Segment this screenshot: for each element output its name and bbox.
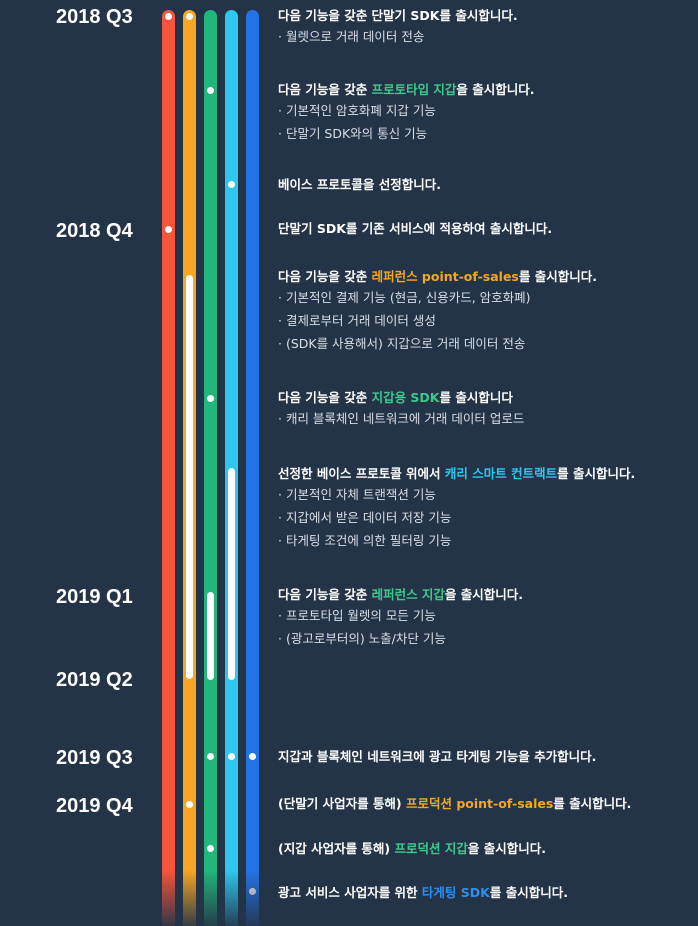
entry-title: (지갑 사업자를 통해) 프로덕션 지갑을 출시합니다. — [278, 841, 546, 856]
roadmap-entry: 다음 기능을 갖춘 지갑용 SDK를 출시합니다 · 캐리 블록체인 네트워크에… — [278, 389, 693, 430]
highlight-text: 프로토타입 지갑 — [371, 82, 457, 97]
entry-title: 지갑과 블록체인 네트워크에 광고 타게팅 기능을 추가합니다. — [278, 749, 597, 764]
entry-title: 단말기 SDK를 기존 서비스에 적용하여 출시합니다. — [278, 221, 553, 236]
quarter-label-2019-q1: 2019 Q1 — [56, 586, 133, 608]
milestone-dot — [186, 801, 193, 808]
roadmap-entry: 광고 서비스 사업자를 위한 타게팅 SDK를 출시합니다. — [278, 884, 693, 902]
milestone-dot — [165, 226, 172, 233]
milestone-dot — [207, 87, 214, 94]
entry-title: 광고 서비스 사업자를 위한 타게팅 SDK를 출시합니다. — [278, 885, 568, 900]
milestone-dot — [228, 753, 235, 760]
quarter-label-2019-q2: 2019 Q2 — [56, 669, 133, 691]
entry-title: 베이스 프로토콜을 선정합니다. — [278, 177, 441, 192]
highlight-text: 레퍼런스 지갑 — [371, 587, 445, 602]
progress-segment — [228, 468, 235, 680]
milestone-dot — [207, 845, 214, 852]
highlight-text: 타게팅 SDK — [421, 885, 490, 900]
entry-item: · 프로토타입 월렛의 모든 기능 — [278, 608, 436, 623]
entry-title: 선정한 베이스 프로토콜 위에서 캐리 스마트 컨트랙트를 출시합니다. — [278, 466, 636, 481]
entry-title: 다음 기능을 갖춘 레퍼런스 point-of-sales를 출시합니다. — [278, 269, 597, 284]
entry-item: · 지갑에서 받은 데이터 저장 기능 — [278, 510, 452, 525]
entry-title: 다음 기능을 갖춘 레퍼런스 지갑을 출시합니다. — [278, 587, 524, 602]
progress-segment — [186, 275, 193, 679]
entry-item: · (SDK를 사용해서) 지갑으로 거래 데이터 전송 — [278, 336, 526, 351]
milestone-dot — [207, 753, 214, 760]
entry-item: · 단말기 SDK와의 통신 기능 — [278, 126, 428, 141]
entry-title: (단말기 사업자를 통해) 프로덕션 point-of-sales를 출시합니다… — [278, 796, 632, 811]
roadmap-entry: 다음 기능을 갖춘 프로토타입 지갑을 출시합니다. · 기본적인 암호화폐 지… — [278, 81, 693, 145]
highlight-text: 레퍼런스 point-of-sales — [371, 269, 519, 284]
timeline-track-orange — [183, 10, 196, 926]
entry-item: · 기본적인 암호화폐 지갑 기능 — [278, 103, 436, 118]
entry-title: 다음 기능을 갖춘 지갑용 SDK를 출시합니다 — [278, 390, 513, 405]
entry-title: 다음 기능을 갖춘 단말기 SDK를 출시합니다. — [278, 8, 518, 23]
entry-title: 다음 기능을 갖춘 프로토타입 지갑을 출시합니다. — [278, 82, 535, 97]
quarter-label-2018-q4: 2018 Q4 — [56, 220, 133, 242]
timeline-track-green — [204, 10, 217, 926]
roadmap-entry: 지갑과 블록체인 네트워크에 광고 타게팅 기능을 추가합니다. — [278, 748, 693, 766]
roadmap-entry: (단말기 사업자를 통해) 프로덕션 point-of-sales를 출시합니다… — [278, 795, 693, 813]
timeline-track-blue — [246, 10, 259, 926]
quarter-label-2019-q4: 2019 Q4 — [56, 795, 133, 817]
entry-item: · 결제로부터 거래 데이터 생성 — [278, 313, 436, 328]
entry-item: · 기본적인 결제 기능 (현금, 신용카드, 암호화폐) — [278, 290, 531, 305]
highlight-text: 프로덕션 point-of-sales — [405, 796, 554, 811]
entry-item: · 기본적인 자체 트랜잭션 기능 — [278, 487, 436, 502]
entry-item: · 타게팅 조건에 의한 필터링 기능 — [278, 533, 452, 548]
roadmap-entry: 다음 기능을 갖춘 레퍼런스 point-of-sales를 출시합니다. · … — [278, 268, 693, 355]
timeline-track-red — [162, 10, 175, 926]
highlight-text: 프로덕션 지갑 — [394, 841, 468, 856]
milestone-dot — [249, 888, 256, 895]
entry-item: · 월렛으로 거래 데이터 전송 — [278, 29, 425, 44]
entry-item: · (광고로부터의) 노출/차단 기능 — [278, 631, 446, 646]
highlight-text: 지갑용 SDK — [371, 390, 440, 405]
roadmap-entry: 다음 기능을 갖춘 단말기 SDK를 출시합니다. · 월렛으로 거래 데이터 … — [278, 7, 693, 48]
highlight-text: 캐리 스마트 컨트랙트 — [444, 466, 558, 481]
timeline-track-cyan — [225, 10, 238, 926]
roadmap-entry: 다음 기능을 갖춘 레퍼런스 지갑을 출시합니다. · 프로토타입 월렛의 모든… — [278, 586, 693, 650]
roadmap-entry: 단말기 SDK를 기존 서비스에 적용하여 출시합니다. — [278, 220, 693, 238]
entry-item: · 캐리 블록체인 네트워크에 거래 데이터 업로드 — [278, 411, 525, 426]
roadmap-entry: 베이스 프로토콜을 선정합니다. — [278, 176, 693, 194]
quarter-label-2019-q3: 2019 Q3 — [56, 747, 133, 769]
roadmap-entry: 선정한 베이스 프로토콜 위에서 캐리 스마트 컨트랙트를 출시합니다. · 기… — [278, 465, 693, 552]
quarter-label-2018-q3: 2018 Q3 — [56, 6, 133, 28]
milestone-dot — [165, 13, 172, 20]
roadmap-entry: (지갑 사업자를 통해) 프로덕션 지갑을 출시합니다. — [278, 840, 693, 858]
milestone-dot — [228, 181, 235, 188]
milestone-dot — [186, 13, 193, 20]
milestone-dot — [207, 395, 214, 402]
progress-segment — [207, 592, 214, 680]
milestone-dot — [249, 753, 256, 760]
